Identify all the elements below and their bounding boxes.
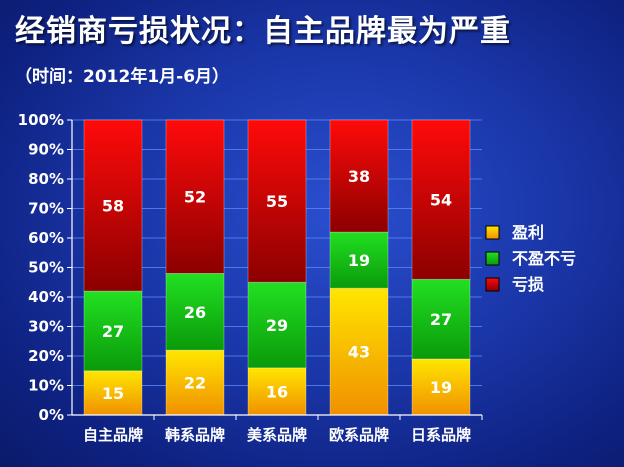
legend-label: 亏损 bbox=[512, 275, 544, 294]
data-label: 27 bbox=[102, 322, 124, 341]
bar-segment bbox=[329, 287, 389, 416]
bar-segment bbox=[165, 349, 225, 416]
data-label: 29 bbox=[266, 316, 288, 335]
bar-segment bbox=[329, 231, 389, 289]
y-tick-label: 60% bbox=[28, 229, 64, 247]
legend-swatch bbox=[485, 277, 500, 292]
bar-segment bbox=[247, 119, 307, 283]
page-subtitle: （时间：2012年1月-6月） bbox=[15, 67, 230, 87]
data-label: 15 bbox=[102, 384, 124, 403]
bar-segment bbox=[411, 278, 471, 360]
data-label: 19 bbox=[348, 251, 370, 270]
data-label: 26 bbox=[184, 303, 206, 322]
bar-segment bbox=[411, 358, 471, 416]
y-tick-label: 90% bbox=[28, 141, 64, 159]
y-tick-label: 50% bbox=[28, 259, 64, 277]
y-tick-label: 0% bbox=[39, 406, 64, 424]
y-tick-label: 10% bbox=[28, 377, 64, 395]
data-label: 19 bbox=[430, 378, 452, 397]
bar-segment bbox=[83, 119, 143, 292]
bar-segment bbox=[83, 370, 143, 416]
bar-segment bbox=[411, 119, 471, 280]
legend-swatch bbox=[485, 225, 500, 240]
x-category-label: 自主品牌 bbox=[83, 426, 143, 444]
y-tick-label: 80% bbox=[28, 170, 64, 188]
x-category-label: 日系品牌 bbox=[411, 426, 471, 444]
y-tick-label: 40% bbox=[28, 288, 64, 306]
data-label: 52 bbox=[184, 188, 206, 207]
y-tick-label: 70% bbox=[28, 200, 64, 218]
data-label: 27 bbox=[430, 310, 452, 329]
y-tick-label: 20% bbox=[28, 347, 64, 365]
y-tick-label: 100% bbox=[18, 111, 64, 129]
x-category-label: 欧系品牌 bbox=[329, 426, 389, 444]
data-label: 43 bbox=[348, 343, 370, 362]
data-label: 16 bbox=[266, 382, 288, 401]
bar-segment bbox=[247, 281, 307, 369]
bar-segment bbox=[165, 272, 225, 351]
page-title: 经销商亏损状况：自主品牌最为严重 bbox=[15, 14, 511, 49]
legend-label: 不盈不亏 bbox=[512, 249, 576, 268]
data-label: 55 bbox=[266, 192, 288, 211]
bar-segment bbox=[83, 290, 143, 372]
data-label: 58 bbox=[102, 197, 124, 216]
data-label: 22 bbox=[184, 374, 206, 393]
data-label: 38 bbox=[348, 167, 370, 186]
bar-segment bbox=[165, 119, 225, 274]
legend-label: 盈利 bbox=[511, 223, 544, 242]
x-category-label: 韩系品牌 bbox=[165, 426, 225, 444]
legend-swatch bbox=[485, 251, 500, 266]
y-tick-label: 30% bbox=[28, 318, 64, 336]
x-category-label: 美系品牌 bbox=[247, 426, 307, 444]
data-label: 54 bbox=[430, 191, 452, 210]
bar-segment bbox=[329, 119, 389, 233]
